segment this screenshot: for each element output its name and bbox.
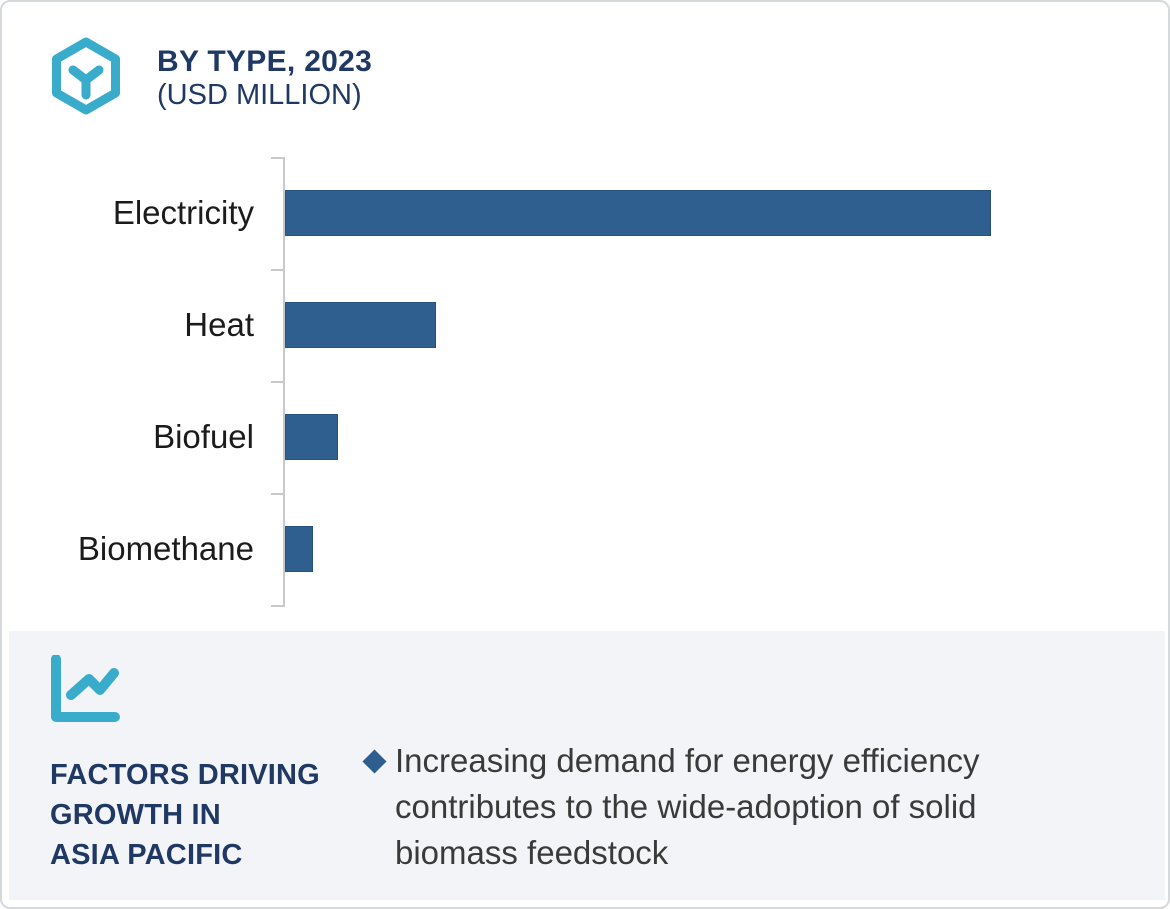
footer-panel	[9, 631, 1165, 900]
category-label-heat: Heat	[184, 306, 254, 343]
bar-chart: Electricity Heat Biofuel Biomethane	[2, 2, 1168, 631]
chart-title: BY TYPE, 2023	[157, 45, 373, 78]
bar-heat	[285, 302, 436, 348]
axis-tick	[271, 157, 284, 159]
bar-biomethane	[285, 526, 313, 572]
axis-tick	[271, 269, 284, 271]
hexagon-y-icon	[52, 37, 120, 115]
chart-subtitle: (USD MILLION)	[157, 79, 362, 111]
bar-electricity	[285, 190, 991, 236]
bullet-text: Increasing demand for energy efficiency …	[395, 742, 980, 871]
bar-biofuel	[285, 414, 338, 460]
category-label-electricity: Electricity	[112, 194, 254, 231]
line-chart-icon	[51, 655, 120, 722]
axis-tick	[271, 493, 284, 495]
category-label-biomethane: Biomethane	[77, 530, 254, 567]
category-label-biofuel: Biofuel	[153, 418, 254, 455]
axis-tick	[271, 605, 284, 607]
category-axis	[283, 157, 285, 607]
footer-heading: FACTORS DRIVING GROWTH IN ASIA PACIFIC	[50, 759, 320, 871]
chart-header: BY TYPE, 2023 (USD MILLION)	[157, 46, 372, 111]
axis-tick	[271, 381, 284, 383]
